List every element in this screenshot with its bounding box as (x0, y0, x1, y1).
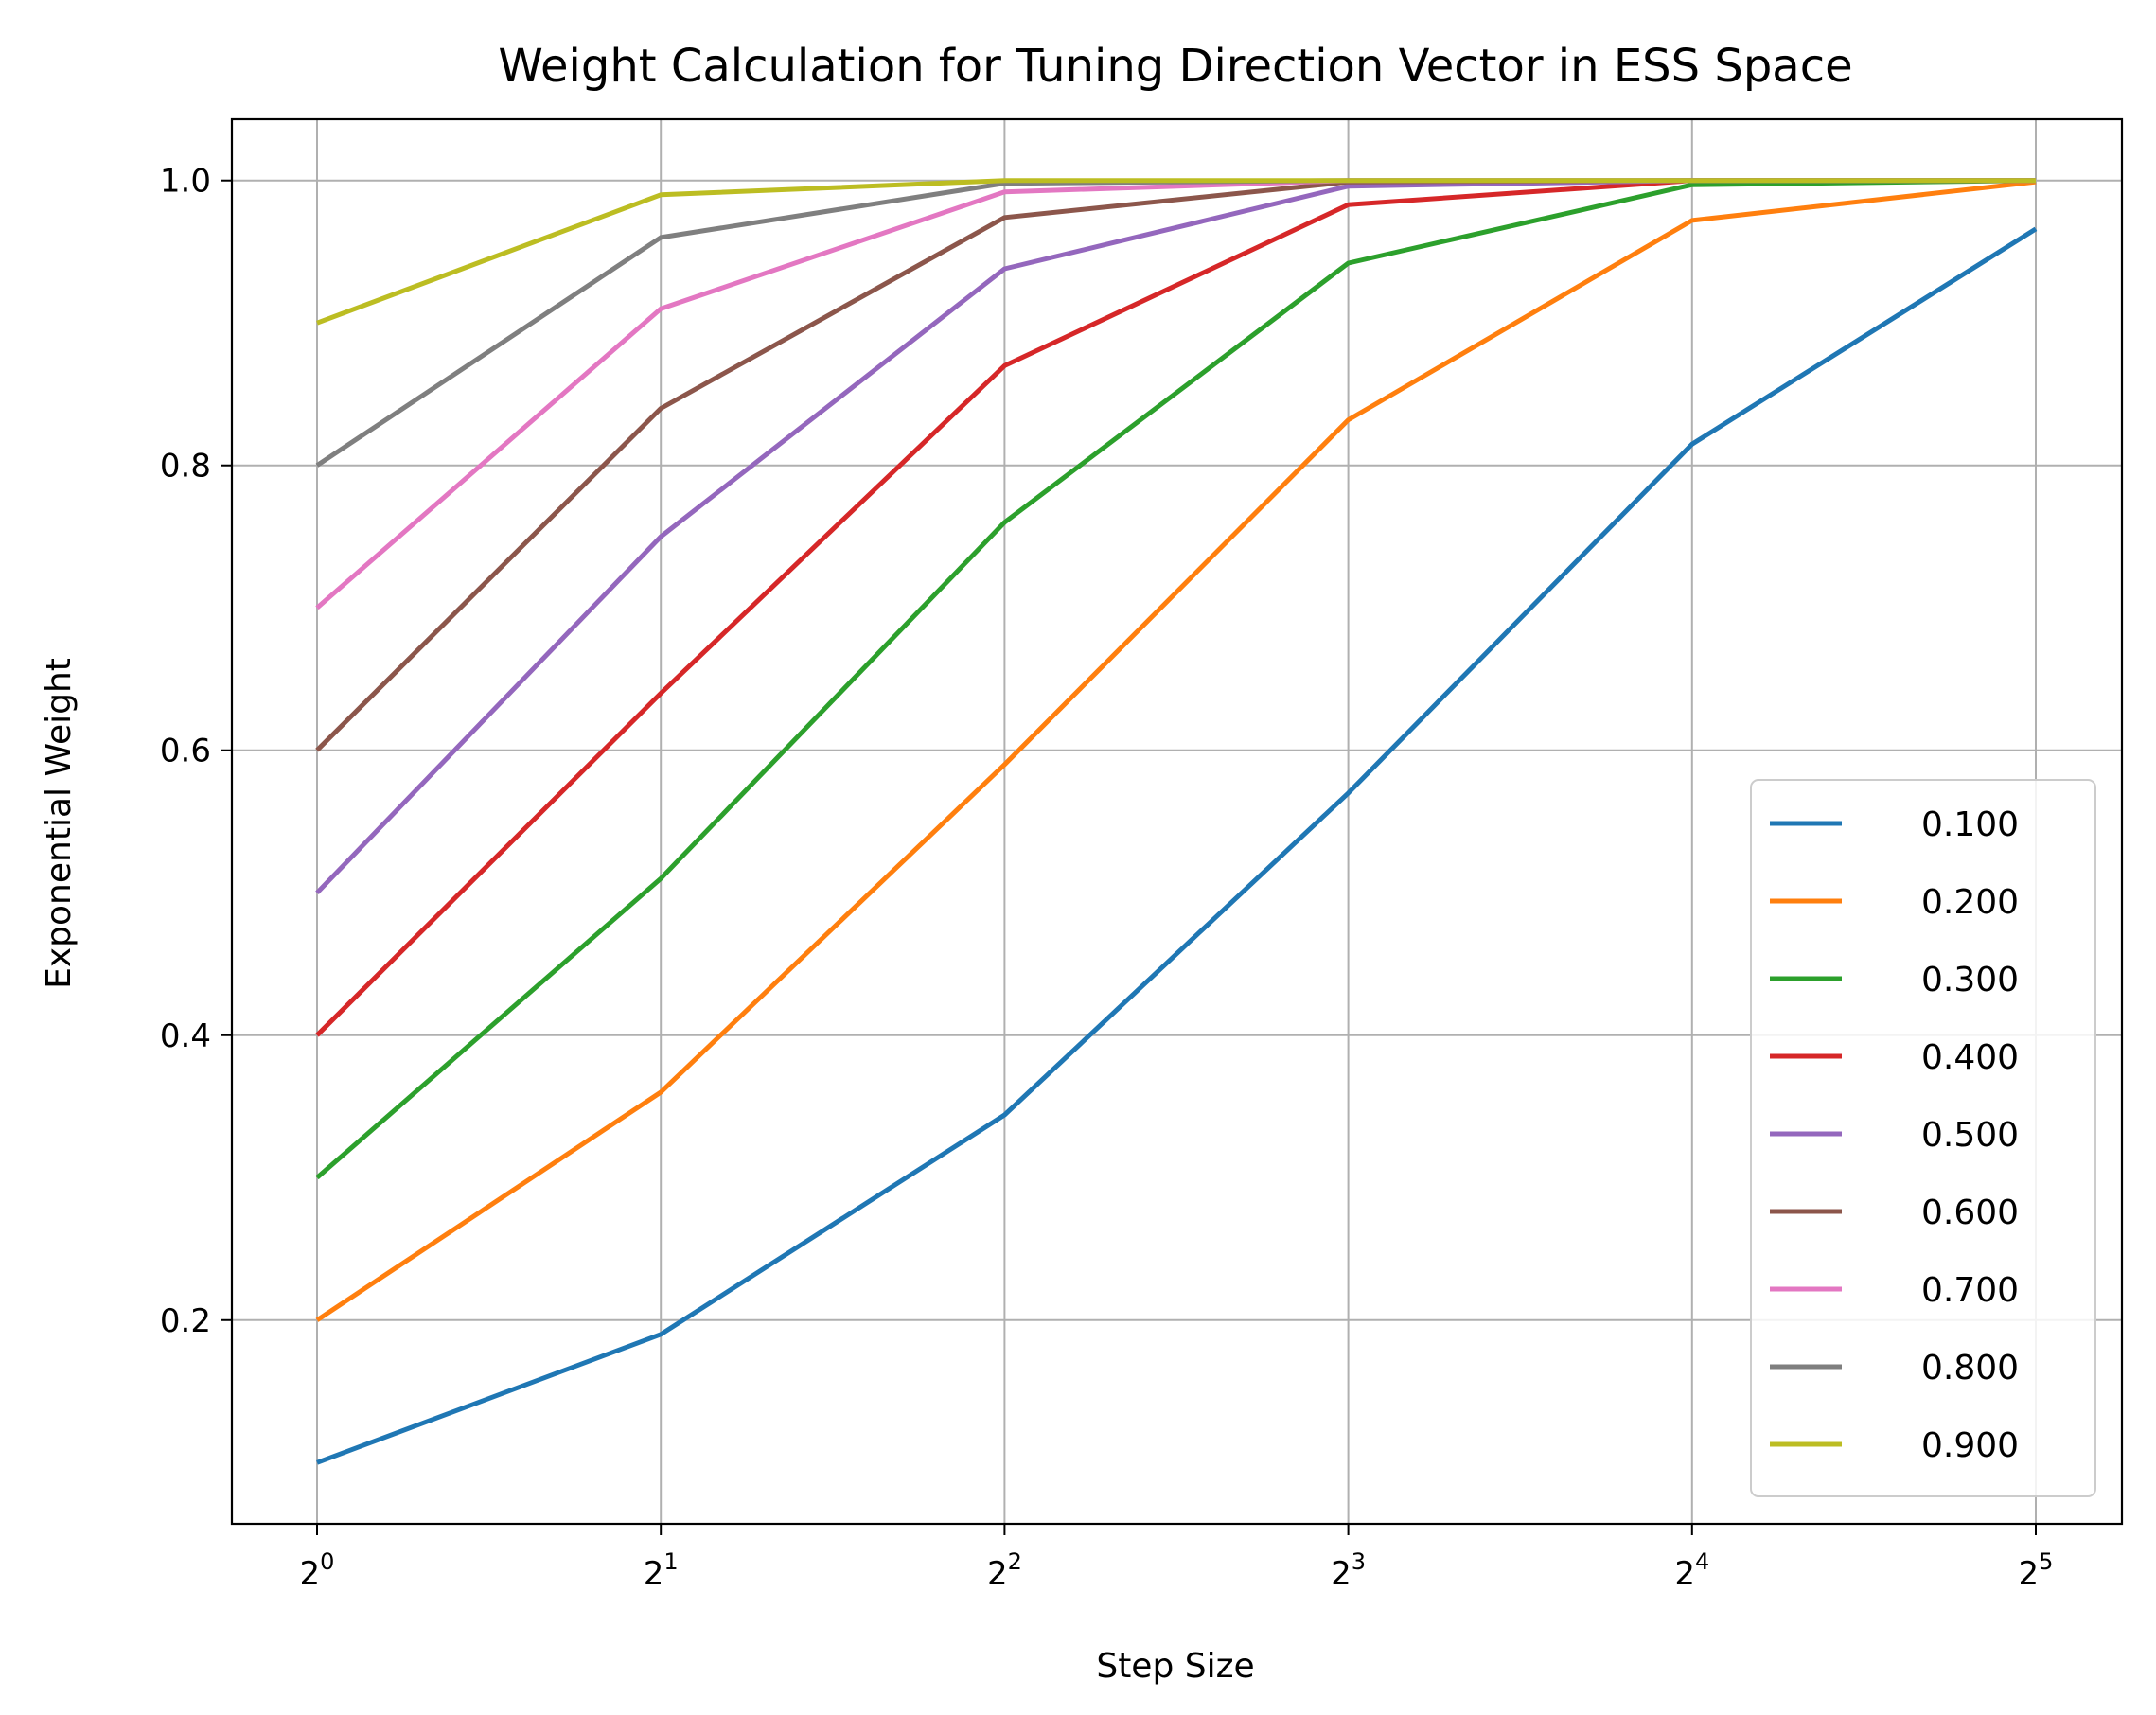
y-tick-label: 1.0 (160, 163, 211, 201)
x-tick-label: 23 (1331, 1548, 1366, 1593)
chart-title: Weight Calculation for Tuning Direction … (498, 40, 1852, 93)
series-line-0.900 (316, 178, 2036, 326)
x-axis-label: Step Size (1096, 1647, 1254, 1686)
axis-ticks: 20 21 22 23 24 25 0.2 0.4 0.6 0.8 1.0 (160, 163, 2054, 1593)
series-line-0.300 (315, 178, 2037, 1180)
legend-box (1750, 779, 2096, 1497)
legend-entry-label: 0.800 (1921, 1349, 2019, 1388)
legend: 0.100 0.200 0.300 0.400 0.500 0.600 0.700 0.800… (1750, 779, 2096, 1497)
series-line-0.200 (315, 179, 2037, 1322)
legend-entry-label: 0.100 (1921, 805, 2019, 844)
x-tick-label: 20 (300, 1548, 335, 1593)
y-tick-label: 0.2 (160, 1302, 211, 1340)
y-axis-label: Exponential Weight (40, 658, 79, 989)
plot-frame (230, 117, 2124, 1526)
y-tick-label: 0.8 (160, 448, 211, 486)
legend-entry-label: 0.700 (1921, 1271, 2019, 1310)
x-tick-label: 25 (2019, 1548, 2054, 1593)
legend-entry-label: 0.400 (1921, 1038, 2019, 1077)
legend-entry-label: 0.600 (1921, 1193, 2019, 1232)
legend-entry-label: 0.200 (1921, 883, 2019, 922)
series-line-0.100 (316, 226, 2038, 1465)
y-tick-label: 0.6 (160, 733, 211, 770)
plot-series-group (315, 178, 2038, 1465)
legend-entry-label: 0.900 (1921, 1426, 2019, 1465)
legend-entry-label: 0.300 (1921, 961, 2019, 999)
legend-entry-label: 0.500 (1921, 1116, 2019, 1155)
x-tick-label: 21 (644, 1548, 679, 1593)
x-tick-label: 22 (987, 1548, 1022, 1593)
x-tick-label: 24 (1674, 1548, 1709, 1593)
y-tick-label: 0.4 (160, 1017, 211, 1055)
